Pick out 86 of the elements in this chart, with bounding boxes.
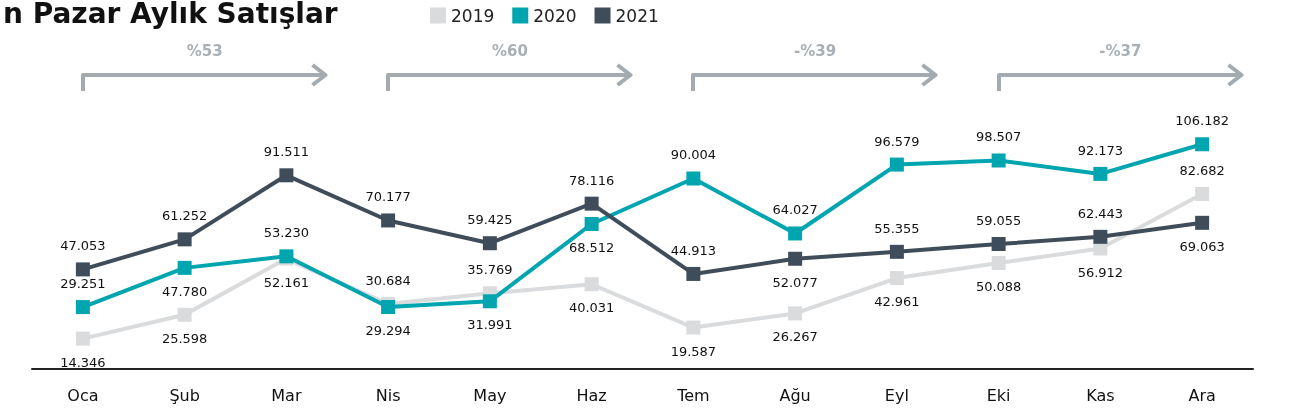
x-tick-label: Tem	[676, 385, 710, 405]
point	[75, 331, 90, 346]
point	[788, 251, 803, 266]
data-label: 42.961	[874, 294, 920, 310]
data-label: 26.267	[772, 329, 818, 345]
data-label: 50.088	[975, 278, 1022, 294]
data-label: 44.913	[670, 242, 717, 258]
data-label: 91.511	[263, 144, 310, 160]
data-label: 68.512	[568, 239, 615, 255]
data-label: 29.294	[365, 322, 411, 338]
point	[889, 244, 904, 259]
point	[482, 294, 497, 309]
point	[788, 306, 803, 321]
data-label: 19.587	[670, 343, 717, 359]
x-tick-label: Şub	[169, 385, 200, 405]
point	[991, 255, 1006, 270]
data-label: 62.443	[1077, 205, 1124, 221]
chart-title: n Pazar Aylık Satışlar	[3, 0, 338, 30]
data-label: 82.682	[1179, 162, 1225, 178]
data-label: 47.780	[161, 283, 208, 299]
data-label: 59.425	[467, 212, 513, 228]
x-tick-label: May	[473, 385, 507, 405]
point	[482, 236, 497, 251]
text: -%37	[1099, 42, 1142, 60]
x-tick-label: Oca	[67, 385, 99, 405]
text: %53	[186, 42, 223, 60]
legend-label: 2021	[615, 5, 659, 26]
data-label: 25.598	[161, 330, 208, 346]
legend-label: 2020	[533, 5, 577, 26]
legend-label: 2019	[451, 5, 495, 26]
data-label: 52.077	[772, 274, 818, 290]
data-label: 56.912	[1077, 264, 1124, 280]
data-label: 70.177	[365, 189, 411, 205]
point	[177, 232, 192, 247]
data-label: 59.055	[975, 213, 1022, 228]
point	[1093, 229, 1108, 244]
data-label: 40.031	[568, 300, 615, 316]
point	[1195, 215, 1210, 230]
point	[1195, 137, 1210, 152]
point	[177, 260, 192, 275]
x-tick-label: Ağu	[779, 385, 811, 405]
data-label: 90.004	[670, 147, 717, 163]
point	[991, 237, 1006, 251]
data-label: 61.252	[161, 208, 208, 224]
point	[1195, 186, 1210, 201]
data-label: 92.173	[1077, 142, 1124, 158]
text: -%39	[794, 42, 837, 60]
x-tick-label: Ara	[1188, 385, 1216, 405]
point	[177, 307, 192, 322]
data-label: 14.346	[60, 354, 106, 370]
text: %60	[491, 42, 528, 60]
x-tick-label: Eki	[986, 385, 1011, 405]
data-label: 31.991	[467, 317, 513, 333]
data-label: 96.579	[874, 133, 920, 149]
data-label: 78.116	[568, 172, 615, 188]
data-label: 53.230	[263, 225, 310, 241]
data-label: 29.251	[60, 276, 106, 292]
point	[279, 168, 294, 183]
data-label: 30.684	[365, 273, 411, 289]
data-label: 69.063	[1179, 238, 1225, 254]
point	[889, 271, 904, 286]
data-label: 35.769	[467, 262, 513, 278]
point	[584, 277, 599, 292]
point	[1093, 166, 1108, 181]
x-tick-label: Eyl	[884, 385, 909, 405]
point	[584, 196, 599, 211]
x-tick-label: Kas	[1086, 385, 1115, 405]
point	[686, 266, 701, 281]
data-label: 98.507	[975, 129, 1022, 145]
point	[991, 153, 1006, 168]
data-label: 52.161	[263, 274, 310, 290]
point	[686, 171, 701, 186]
point	[75, 300, 90, 315]
point	[381, 213, 396, 228]
x-tick-label: Mar	[271, 385, 302, 405]
point	[75, 262, 90, 277]
data-label: 64.027	[772, 202, 818, 218]
data-label: 106.182	[1175, 113, 1230, 129]
data-label: 47.053	[60, 238, 106, 254]
x-tick-label: Nis	[375, 385, 401, 405]
point	[889, 157, 904, 172]
point	[584, 216, 599, 231]
data-label: 55.355	[874, 220, 920, 236]
point	[788, 226, 803, 241]
point	[686, 320, 701, 335]
x-tick-label: Haz	[576, 385, 607, 405]
